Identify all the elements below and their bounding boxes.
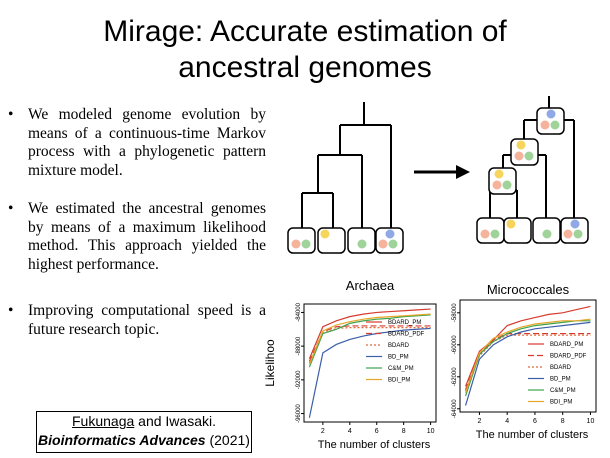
bullet-list: • We modeled genome evolution by means o… (8, 106, 266, 339)
y-tick-label: -92000 (296, 370, 302, 389)
y-tick-label: -88000 (296, 336, 302, 355)
chart-1: Micrococcales 2 4 6 8 10 -64000 -62000 -60000 -58… (452, 282, 597, 441)
y-tick-label: -62000 (452, 367, 458, 386)
right-arrow-icon (414, 165, 470, 179)
bullet-dot-icon: • (8, 302, 14, 319)
y-tick-label: -58000 (452, 303, 458, 322)
series-line (308, 314, 431, 368)
series-line (308, 308, 431, 360)
bullet-dot-icon: • (8, 200, 14, 217)
legend-label: C&M_PM (388, 366, 414, 372)
series-line (464, 318, 591, 393)
x-tick-label: 8 (402, 428, 406, 435)
title-line-2: ancestral genomes (178, 51, 432, 84)
legend-label: BDARD (550, 365, 572, 371)
chart-title: Micrococcales (487, 282, 570, 297)
y-axis-label: Likelihoo (263, 339, 277, 387)
bullet-text: We modeled genome evolution by means of … (28, 106, 266, 179)
y-tick-label: -84000 (296, 302, 302, 321)
x-tick-label: 10 (587, 418, 595, 425)
bullet-item: • We modeled genome evolution by means o… (8, 106, 266, 180)
citation-box: Fukunaga and Iwasaki. Bioinformatics Adv… (36, 411, 252, 453)
citation-author-link[interactable]: Fukunaga (72, 413, 135, 429)
series-line (464, 320, 591, 397)
bullet-item: • Improving computational speed is a fut… (8, 302, 266, 339)
chart-title: Archaea (346, 278, 395, 293)
bullet-dot-icon: • (8, 106, 14, 123)
x-tick-label: 10 (427, 428, 435, 435)
y-tick-label: -64000 (452, 399, 458, 418)
citation-journal: Bioinformatics Advances (38, 432, 206, 448)
legend-label: BD_PM (388, 355, 409, 361)
x-tick-label: 6 (375, 428, 379, 435)
x-tick-label: 2 (477, 418, 481, 425)
series-line (308, 325, 431, 362)
series-line (308, 327, 431, 418)
y-tick-label: -96000 (296, 404, 302, 423)
legend-label: BDARD_PDF (550, 354, 587, 360)
charts-area: Archaea 2 4 6 8 10 -96000 -92000 -88000 -84000 The… (263, 278, 597, 451)
legend-label: BDARD_PDF (388, 332, 425, 338)
plot-frame (303, 303, 437, 423)
legend-label: BDARD_PM (388, 320, 421, 326)
legend-label: BDARD (388, 343, 410, 349)
bullet-text: We estimated the ancestral genomes by me… (28, 200, 266, 273)
citation-authors-rest: and Iwasaki. (134, 413, 216, 429)
bullet-text: Improving computational speed is a futur… (28, 302, 266, 338)
citation-year: (2021) (205, 432, 250, 448)
x-tick-label: 6 (533, 418, 537, 425)
legend-label: BDI_PM (388, 378, 410, 384)
x-axis-label: The number of clusters (318, 439, 431, 451)
legend-label: BDI_PM (550, 400, 572, 406)
x-tick-label: 8 (561, 418, 565, 425)
chart-0: Archaea 2 4 6 8 10 -96000 -92000 -88000 -84000 The… (263, 278, 437, 451)
series-line (464, 334, 591, 392)
title-line-1: Mirage: Accurate estimation of (103, 15, 507, 48)
input-tree (301, 102, 392, 228)
x-tick-label: 4 (505, 418, 509, 425)
input-leaf-nodes (287, 227, 404, 254)
output-nodes (476, 107, 589, 244)
x-tick-label: 2 (321, 428, 325, 435)
series-line (308, 313, 431, 365)
legend-label: BDARD_PM (550, 342, 583, 348)
legend-label: BD_PM (550, 377, 571, 383)
y-tick-label: -60000 (452, 335, 458, 354)
x-tick-label: 4 (348, 428, 352, 435)
slide-title: Mirage: Accurate estimation of ancestral… (0, 14, 610, 86)
x-axis-label: The number of clusters (476, 429, 589, 441)
bullet-item: • We estimated the ancestral genomes by … (8, 200, 266, 274)
legend-label: C&M_PM (550, 388, 576, 394)
series-line (308, 327, 431, 364)
series-line (464, 321, 591, 406)
